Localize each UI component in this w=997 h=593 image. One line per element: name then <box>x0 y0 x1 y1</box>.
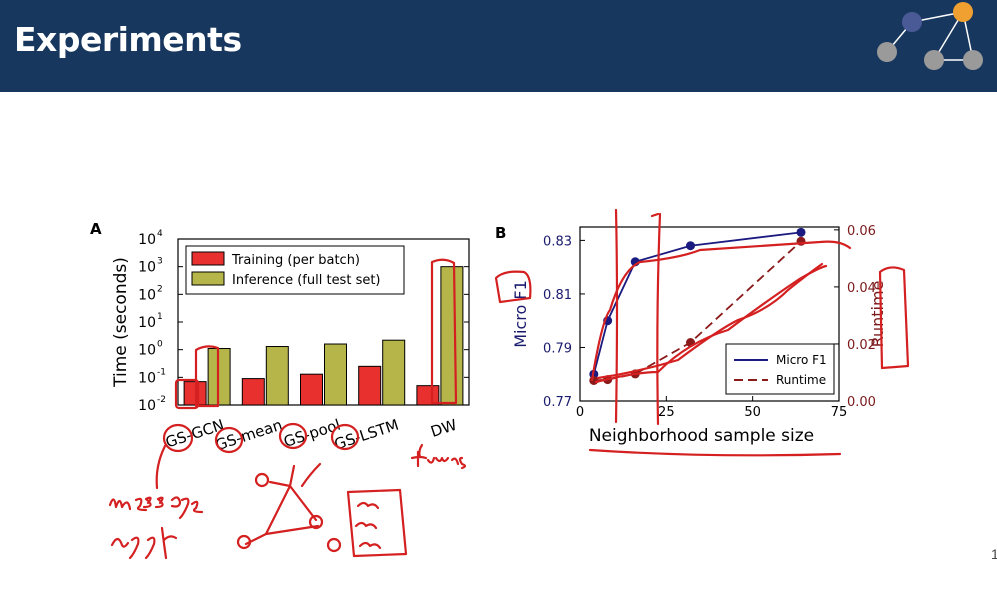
chart-b-ytick-left-label: 0.81 <box>543 288 572 303</box>
chart-a-xtick-label: GS-mean <box>213 416 284 454</box>
chart-b-ytick-right-label: 0.04 <box>847 281 876 296</box>
chart-a-ytick-label: 10 <box>138 232 156 248</box>
chart-b-point-runtime <box>630 369 640 379</box>
chart-b-point-micro-f1 <box>796 227 806 237</box>
chart-a-ytick-exp: 0 <box>157 340 163 350</box>
chart-a-bar-training <box>183 381 207 406</box>
chart-a-legend-label: Inference (full test set) <box>232 273 381 288</box>
page-number: 1 <box>991 546 997 562</box>
chart-a-bar-training <box>358 365 382 406</box>
chart-b-xtick-label: 25 <box>658 405 675 420</box>
slide-header: Experiments <box>0 0 997 92</box>
chart-b-legend-label: Runtime <box>776 373 826 387</box>
chart-b-sample-size: B 0 25 50 75 Neighborhood sample size 0.77 0.79… <box>495 224 887 446</box>
chart-a-bar-inference <box>440 266 464 406</box>
chart-b-ytick-right-label: 0.00 <box>847 395 876 410</box>
chart-b-point-micro-f1 <box>630 257 640 267</box>
chart-b-ytick-left-label: 0.77 <box>543 395 572 410</box>
chart-b-ylabel-left: Micro F1 <box>511 280 530 348</box>
chart-a-ytick-exp: 2 <box>157 284 163 294</box>
chart-a-ytick-exp: -1 <box>157 367 166 377</box>
chart-a-ytick-label: 10 <box>138 398 156 414</box>
chart-b-ytick-right-label: 0.06 <box>847 224 876 239</box>
chart-a-ytick-label: 10 <box>138 287 156 303</box>
chart-b-point-micro-f1 <box>686 241 696 251</box>
chart-a-ytick-label: 10 <box>138 343 156 359</box>
chart-b-xtick-label: 75 <box>831 405 848 420</box>
chart-b-xtick-label: 0 <box>576 405 584 420</box>
chart-a-ytick-exp: 3 <box>157 257 163 267</box>
chart-b-point-runtime <box>603 375 613 385</box>
chart-a-panel-label: A <box>90 220 102 238</box>
chart-b-ylabel-right: Runtime <box>868 281 887 348</box>
chart-a-bar-training <box>241 378 265 406</box>
chart-b-point-micro-f1 <box>603 316 613 326</box>
chart-a-legend-label: Training (per batch) <box>231 253 360 268</box>
chart-a-bar-training <box>300 373 323 406</box>
chart-a-ytick-exp: 1 <box>157 312 163 322</box>
chart-b-ytick-left-label: 0.83 <box>543 234 572 249</box>
chart-a-bar-inference <box>324 343 347 406</box>
chart-a-ytick-label: 10 <box>138 260 156 276</box>
chart-b-ytick-right-label: 0.02 <box>847 338 876 353</box>
chart-b-point-runtime <box>589 375 599 385</box>
chart-b-point-runtime <box>796 236 806 246</box>
chart-b-point-runtime <box>686 338 696 348</box>
chart-b-xtick-label: 50 <box>744 405 761 420</box>
chart-b-panel-label: B <box>495 224 506 242</box>
chart-a-legend-swatch <box>191 271 225 286</box>
chart-a-bar-inference <box>265 346 289 406</box>
chart-a-xtick-label: GS-pool <box>281 416 342 451</box>
chart-a-ytick-label: 10 <box>138 315 156 331</box>
slide-title: Experiments <box>14 20 242 59</box>
chart-a-bar-inference <box>207 348 231 406</box>
chart-a-bar-inference <box>382 339 406 406</box>
chart-a-ylabel: Time (seconds) <box>111 257 131 388</box>
graph-network-icon <box>877 2 983 70</box>
chart-a-ytick-label: 10 <box>138 370 156 386</box>
chart-b-xlabel: Neighborhood sample size <box>589 426 814 446</box>
chart-a-ytick-exp: 4 <box>157 229 163 239</box>
chart-a-ytick-exp: -2 <box>157 395 166 405</box>
chart-b-legend-label: Micro F1 <box>776 353 827 367</box>
chart-a-xtick-label: GS-LSTM <box>332 416 401 454</box>
chart-a-xtick-label: DW <box>428 416 459 441</box>
chart-b-ytick-left-label: 0.79 <box>543 341 572 356</box>
chart-a-bar-training <box>416 385 440 406</box>
chart-a-legend-swatch <box>191 251 225 266</box>
